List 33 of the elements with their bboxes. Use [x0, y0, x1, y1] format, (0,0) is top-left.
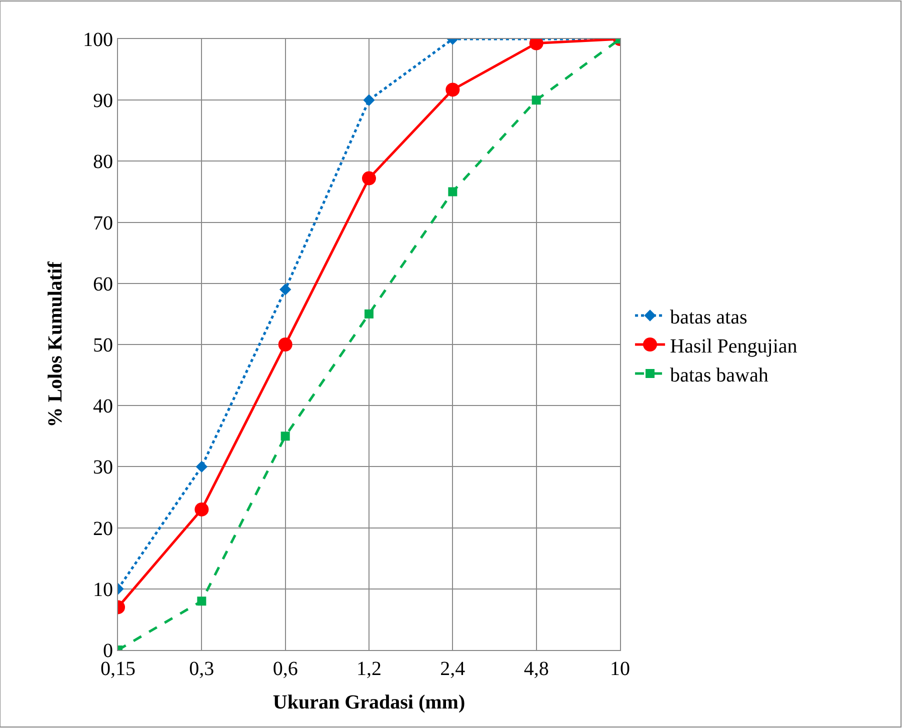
x-tick-label: 2,4 [440, 658, 466, 680]
x-tick-label: 1,2 [356, 658, 382, 680]
point [363, 94, 375, 106]
point [279, 284, 292, 296]
point [532, 96, 541, 105]
legend-label: Hasil Pengujian [670, 335, 798, 358]
y-tick-label: 80 [93, 151, 113, 174]
legend-label: batas bawah [670, 364, 768, 386]
point [446, 82, 460, 97]
x-tick-label: 10 [610, 658, 630, 680]
x-tick-label: 4,8 [524, 658, 549, 680]
y-tick-label: 50 [93, 334, 113, 356]
y-tick-label: 10 [93, 578, 113, 601]
point [280, 432, 290, 441]
y-tick-label: 100 [83, 29, 113, 51]
y-tick-label: 60 [93, 273, 113, 296]
point [448, 187, 458, 196]
point [197, 596, 206, 606]
y-tick-label: 70 [93, 212, 113, 234]
point [362, 171, 376, 186]
x-tick-label: 0,6 [272, 658, 298, 680]
y-axis-title: % Lolos Kumulatif [44, 261, 66, 428]
point [364, 309, 374, 318]
y-tick-label: 40 [93, 396, 113, 418]
legend-label: batas atas [670, 306, 748, 328]
x-axis-title: Ukuran Gradasi (mm) [272, 692, 466, 714]
point [278, 338, 292, 352]
y-tick-label: 30 [93, 456, 113, 479]
point [196, 460, 208, 473]
y-tick-label: 90 [93, 90, 113, 112]
x-tick-label: 0,3 [189, 658, 214, 680]
point [194, 502, 209, 516]
y-tick-label: 20 [93, 518, 113, 540]
